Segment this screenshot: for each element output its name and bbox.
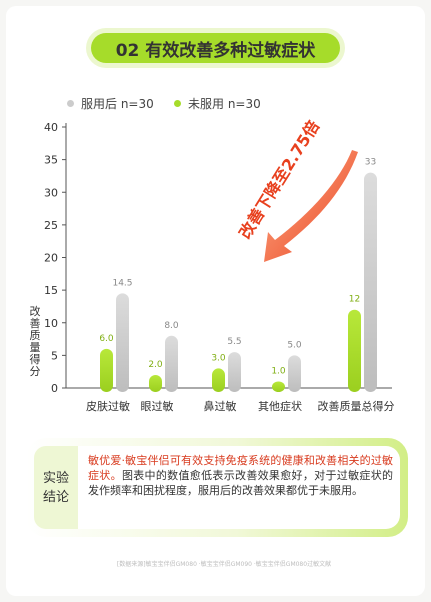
page-title: 02 有效改善多种过敏症状	[91, 33, 340, 63]
bar-after	[165, 335, 178, 392]
source-note: [数据来源]敏宝宝伴侣GM080 ·敏宝宝伴侣GM090 ·敏宝宝伴侣GM080…	[116, 561, 332, 568]
bar-without	[348, 309, 361, 392]
conclusion-tag-line2: 结论	[42, 489, 69, 505]
conclusion-highlight: 敏优爱·敏宝伴侣可有效支持免疫系统的健康和改善相关的过敏症状。	[88, 454, 393, 482]
category-label: 鼻过敏	[204, 399, 237, 413]
y-tick-label: 25	[44, 219, 58, 232]
legend-item-without: 未服用 n=30	[174, 95, 261, 112]
data-label: 3.0	[211, 353, 226, 363]
bar-after	[228, 352, 241, 392]
y-tick-label: 40	[44, 121, 58, 134]
category-label: 眼过敏	[141, 399, 174, 413]
y-tick-label: 5	[51, 349, 58, 362]
y-tick-label: 0	[51, 382, 58, 395]
legend-item-after: 服用后 n=30	[67, 95, 154, 112]
legend-dot-green-icon	[174, 100, 181, 107]
data-label: 2.0	[148, 360, 163, 370]
data-label: 12	[349, 295, 360, 305]
data-label: 8.0	[164, 321, 179, 331]
conclusion-tag-line1: 实验	[42, 470, 69, 486]
category-label: 改善质量总得分	[318, 399, 395, 413]
legend-dot-gray-icon	[67, 100, 74, 107]
bar-after	[364, 172, 377, 392]
category-label: 其他症状	[258, 399, 302, 413]
conclusion-box: 实验 结论 敏优爱·敏宝伴侣可有效支持免疫系统的健康和改善相关的过敏症状。图表中…	[26, 438, 408, 537]
curved-arrow-icon	[264, 150, 358, 262]
bar-without	[212, 368, 225, 392]
bar-after	[288, 355, 301, 392]
conclusion-inner	[34, 446, 400, 529]
y-tick-label: 30	[44, 186, 58, 199]
bar-without	[149, 374, 162, 392]
decline-arrow-annotation: 改善下降至2.75倍	[235, 117, 358, 262]
y-axis-label: 改善质量得分	[29, 305, 41, 378]
data-label: 14.5	[112, 278, 132, 288]
bar-after	[116, 293, 129, 392]
legend-label: 服用后 n=30	[81, 97, 154, 111]
y-tick-label: 10	[44, 317, 58, 330]
y-tick-label: 20	[44, 252, 58, 265]
data-label: 5.5	[227, 337, 241, 347]
conclusion-tag: 实验 结论	[34, 446, 78, 529]
y-tick-label: 35	[44, 154, 58, 167]
legend-label: 未服用 n=30	[188, 97, 261, 111]
bar-without	[100, 348, 113, 392]
category-label: 皮肤过敏	[86, 399, 130, 413]
bar-without	[272, 381, 285, 392]
y-tick-label: 15	[44, 284, 58, 297]
data-label: 1.0	[271, 366, 286, 376]
data-label: 33	[365, 158, 376, 168]
conclusion-body: 图表中的数值愈低表示改善效果愈好，对于过敏症状的发作频率和困扰程度，服用后的改善…	[88, 469, 394, 497]
data-label: 6.0	[99, 334, 114, 344]
data-label: 5.0	[287, 340, 302, 350]
conclusion-text: 敏优爱·敏宝伴侣可有效支持免疫系统的健康和改善相关的过敏症状。图表中的数值愈低表…	[88, 453, 393, 498]
